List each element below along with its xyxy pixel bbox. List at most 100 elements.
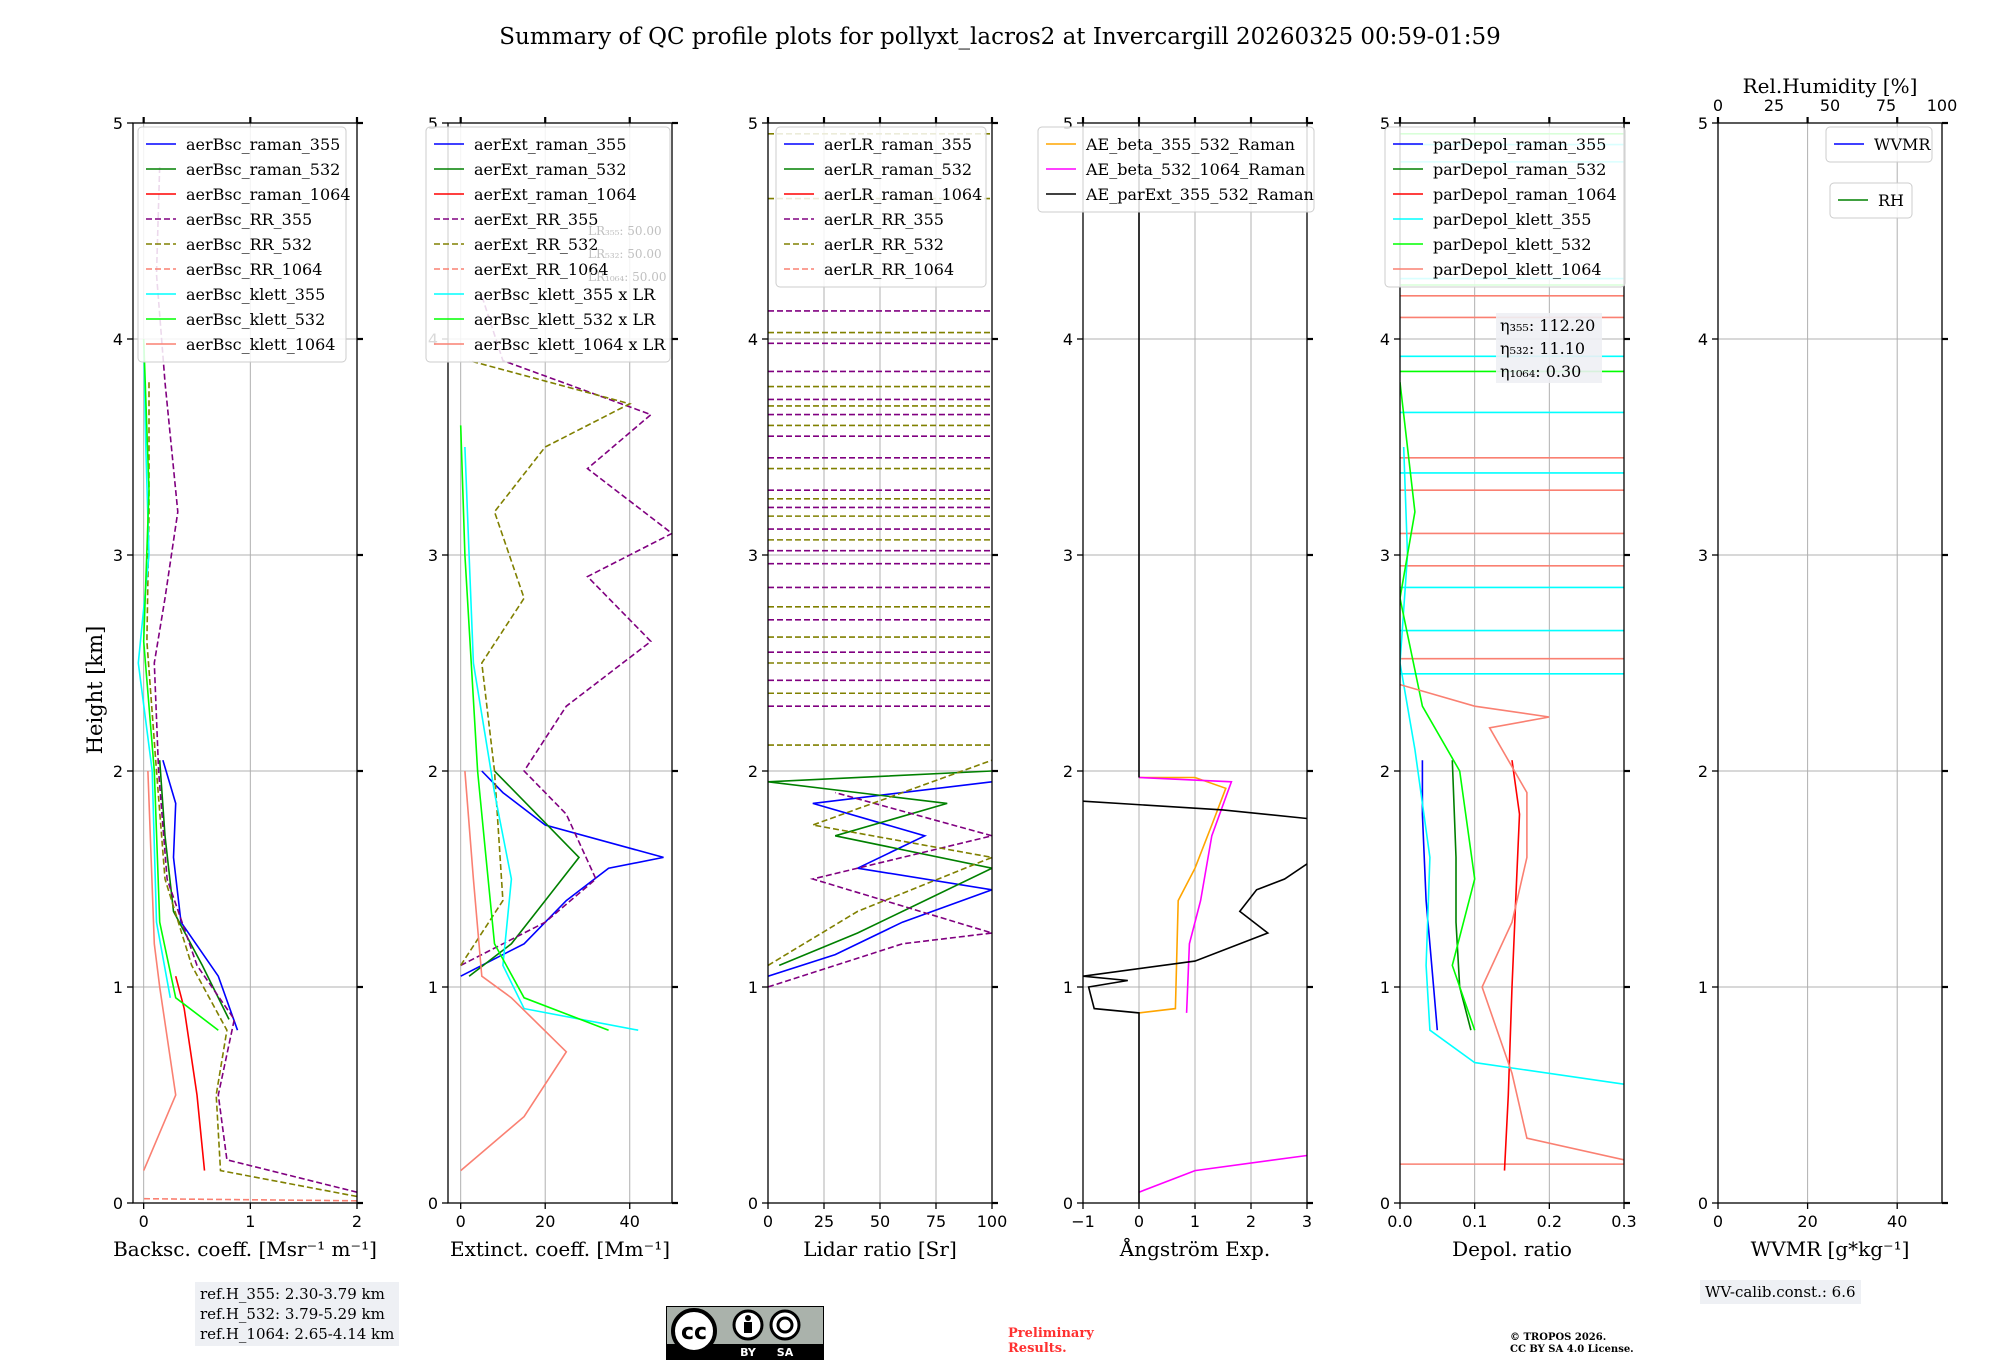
y-tick-label: 4 (1698, 330, 1708, 349)
legend-rh: RH (1829, 182, 1913, 219)
series-aerBsc_RR_532 (146, 382, 357, 1198)
series-AE_parExt_upper (1083, 800, 1307, 820)
x-axis-label: Depol. ratio (1452, 1237, 1572, 1261)
y-tick-label: 3 (1380, 546, 1390, 565)
y-tick-label: 4 (748, 330, 758, 349)
series-parDepol_raman_355 (1421, 760, 1439, 1031)
legend-entry: aerLR_raman_532 (824, 160, 972, 179)
series-aerExt_RR_532 (460, 359, 632, 966)
legend-entry: aerExt_raman_355 (474, 135, 627, 154)
legend-entry: aerExt_raman_1064 (474, 185, 637, 204)
panel-extinction: 01234502040Extinct. coeff. [Mm⁻¹]aerExt_… (425, 114, 678, 1261)
panel-depol: 0 1 2 3 4 5 0.0 0.1 0.2 0.3 Depol. ratio parDepol_r… (1380, 114, 1637, 1261)
y-tick-label: 0 (748, 1194, 758, 1213)
axes-frame (447, 122, 673, 1204)
axes-frame (132, 122, 358, 1204)
legend: WVMR (1825, 126, 1933, 163)
y-tick-label: 5 (428, 114, 438, 133)
series-group (459, 295, 672, 1172)
series-parDepol_raman_532 (1451, 760, 1472, 1031)
x-tick-label: 20 (535, 1212, 555, 1231)
legend-entry: aerExt_RR_1064 (474, 260, 609, 279)
y-tick-label: 2 (1698, 762, 1708, 781)
series-aerBsc_klett_532 (142, 338, 219, 1031)
figure-title: Summary of QC profile plots for pollyxt_… (499, 24, 1500, 50)
y-tick-label: 5 (113, 114, 123, 133)
x-tick-label: 0.0 (1387, 1212, 1412, 1231)
x-tick-label: 75 (926, 1212, 946, 1231)
x-tick-label: 1 (1190, 1212, 1200, 1231)
legend-entry: aerBsc_raman_355 (186, 135, 340, 154)
legend-entry: aerBsc_raman_532 (186, 160, 340, 179)
y-tick-label: 1 (113, 978, 123, 997)
svg-text:cc: cc (681, 1320, 707, 1345)
cc-license-badge: cc BY SA (666, 1306, 824, 1360)
legend-entry: aerLR_raman_1064 (824, 185, 982, 204)
x-tick-label: 0 (456, 1212, 466, 1231)
legend-entry: WVMR (1874, 135, 1931, 154)
y-tick-label: 0 (1063, 1194, 1073, 1213)
annotation-line: LR₁₀₆₄: 50.00 (588, 270, 666, 284)
top-x-tick-label: 100 (1927, 96, 1958, 115)
series-group (1400, 133, 1624, 1171)
x-tick-label: 2 (352, 1212, 362, 1231)
series-aerBsc_RR_355 (153, 166, 357, 1193)
series-parDepol_klett_1064 (1400, 683, 1624, 1161)
x-tick-label: −1 (1071, 1212, 1095, 1231)
top-x-tick-label: 25 (1764, 96, 1784, 115)
legend-entry: aerBsc_klett_355 (186, 285, 325, 304)
x-tick-label: 0 (1713, 1212, 1723, 1231)
x-tick-label: 0 (139, 1212, 149, 1231)
y-tick-label: 2 (748, 762, 758, 781)
series-aerExt_raman_532 (468, 770, 581, 977)
series-aerLR_raman_532 (768, 770, 992, 967)
series-aerBsc_klett_355 (137, 338, 172, 998)
x-axis-label: Extinct. coeff. [Mm⁻¹] (450, 1237, 670, 1261)
preliminary-line-1: Preliminary (1008, 1326, 1094, 1341)
x-axis-label: Backsc. coeff. [Msr⁻¹ m⁻¹] (113, 1237, 377, 1261)
series-aerExt_RR_355 (460, 295, 672, 967)
x-axis-label: WVMR [g*kg⁻¹] (1751, 1237, 1910, 1261)
x-tick-label: 100 (977, 1212, 1008, 1231)
annotation-line: η₅₃₂: 11.10 (1500, 339, 1585, 358)
series-aerBsc_klett_532 x LR (459, 425, 609, 1031)
series-group (137, 166, 357, 1202)
series-aerLR_raman_355 (768, 781, 992, 977)
x-axis-label: Lidar ratio [Sr] (803, 1237, 957, 1261)
legend-entry: parDepol_raman_1064 (1433, 185, 1617, 204)
y-tick-label: 0 (1698, 1194, 1708, 1213)
y-tick-label: 2 (1380, 762, 1390, 781)
top-x-tick-label: 0 (1713, 96, 1723, 115)
series-AE_beta_532_1064_Raman (1138, 1154, 1307, 1193)
legend-entry: parDepol_klett_532 (1433, 235, 1591, 254)
ref-height-1064: ref.H_1064: 2.65-4.14 km (200, 1325, 395, 1343)
y-tick-label: 5 (1380, 114, 1390, 133)
legend: parDepol_raman_355 parDepol_raman_532 parD… (1384, 126, 1626, 288)
legend-entry: aerBsc_klett_532 x LR (474, 310, 656, 329)
y-tick-label: 5 (1698, 114, 1708, 133)
top-x-tick-label: 50 (1820, 96, 1840, 115)
legend-entry: aerLR_RR_532 (824, 235, 944, 254)
legend-entry: RH (1878, 191, 1904, 210)
axes-frame (1399, 122, 1625, 1204)
preliminary-note: Preliminary Results. (1008, 1326, 1094, 1356)
series-AE_beta_355_532_Raman (1138, 776, 1227, 1014)
y-tick-label: 4 (1380, 330, 1390, 349)
legend: AE_beta_355_532_Raman AE_beta_532_1064_Ra… (1037, 126, 1315, 213)
legend-entry: aerBsc_klett_355 x LR (474, 285, 656, 304)
series-parDepol_klett_532 (1400, 382, 1476, 1031)
legend: aerBsc_raman_355 aerBsc_raman_532 aerBsc_r… (137, 126, 351, 363)
ref-heights-box: ref.H_355: 2.30-3.79 km ref.H_532: 3.79-… (195, 1282, 400, 1346)
cc-badge-sa: SA (777, 1346, 794, 1359)
series-group (1083, 123, 1307, 1203)
cc-badge-by: BY (740, 1346, 757, 1359)
legend-entry: AE_parExt_355_532_Raman (1085, 185, 1314, 204)
annotation-line: LR₃₅₅: 50.00 (588, 224, 662, 238)
x-tick-label: 0.2 (1537, 1212, 1562, 1231)
x-tick-label: 25 (814, 1212, 834, 1231)
y-tick-label: 5 (748, 114, 758, 133)
y-tick-label: 1 (1380, 978, 1390, 997)
